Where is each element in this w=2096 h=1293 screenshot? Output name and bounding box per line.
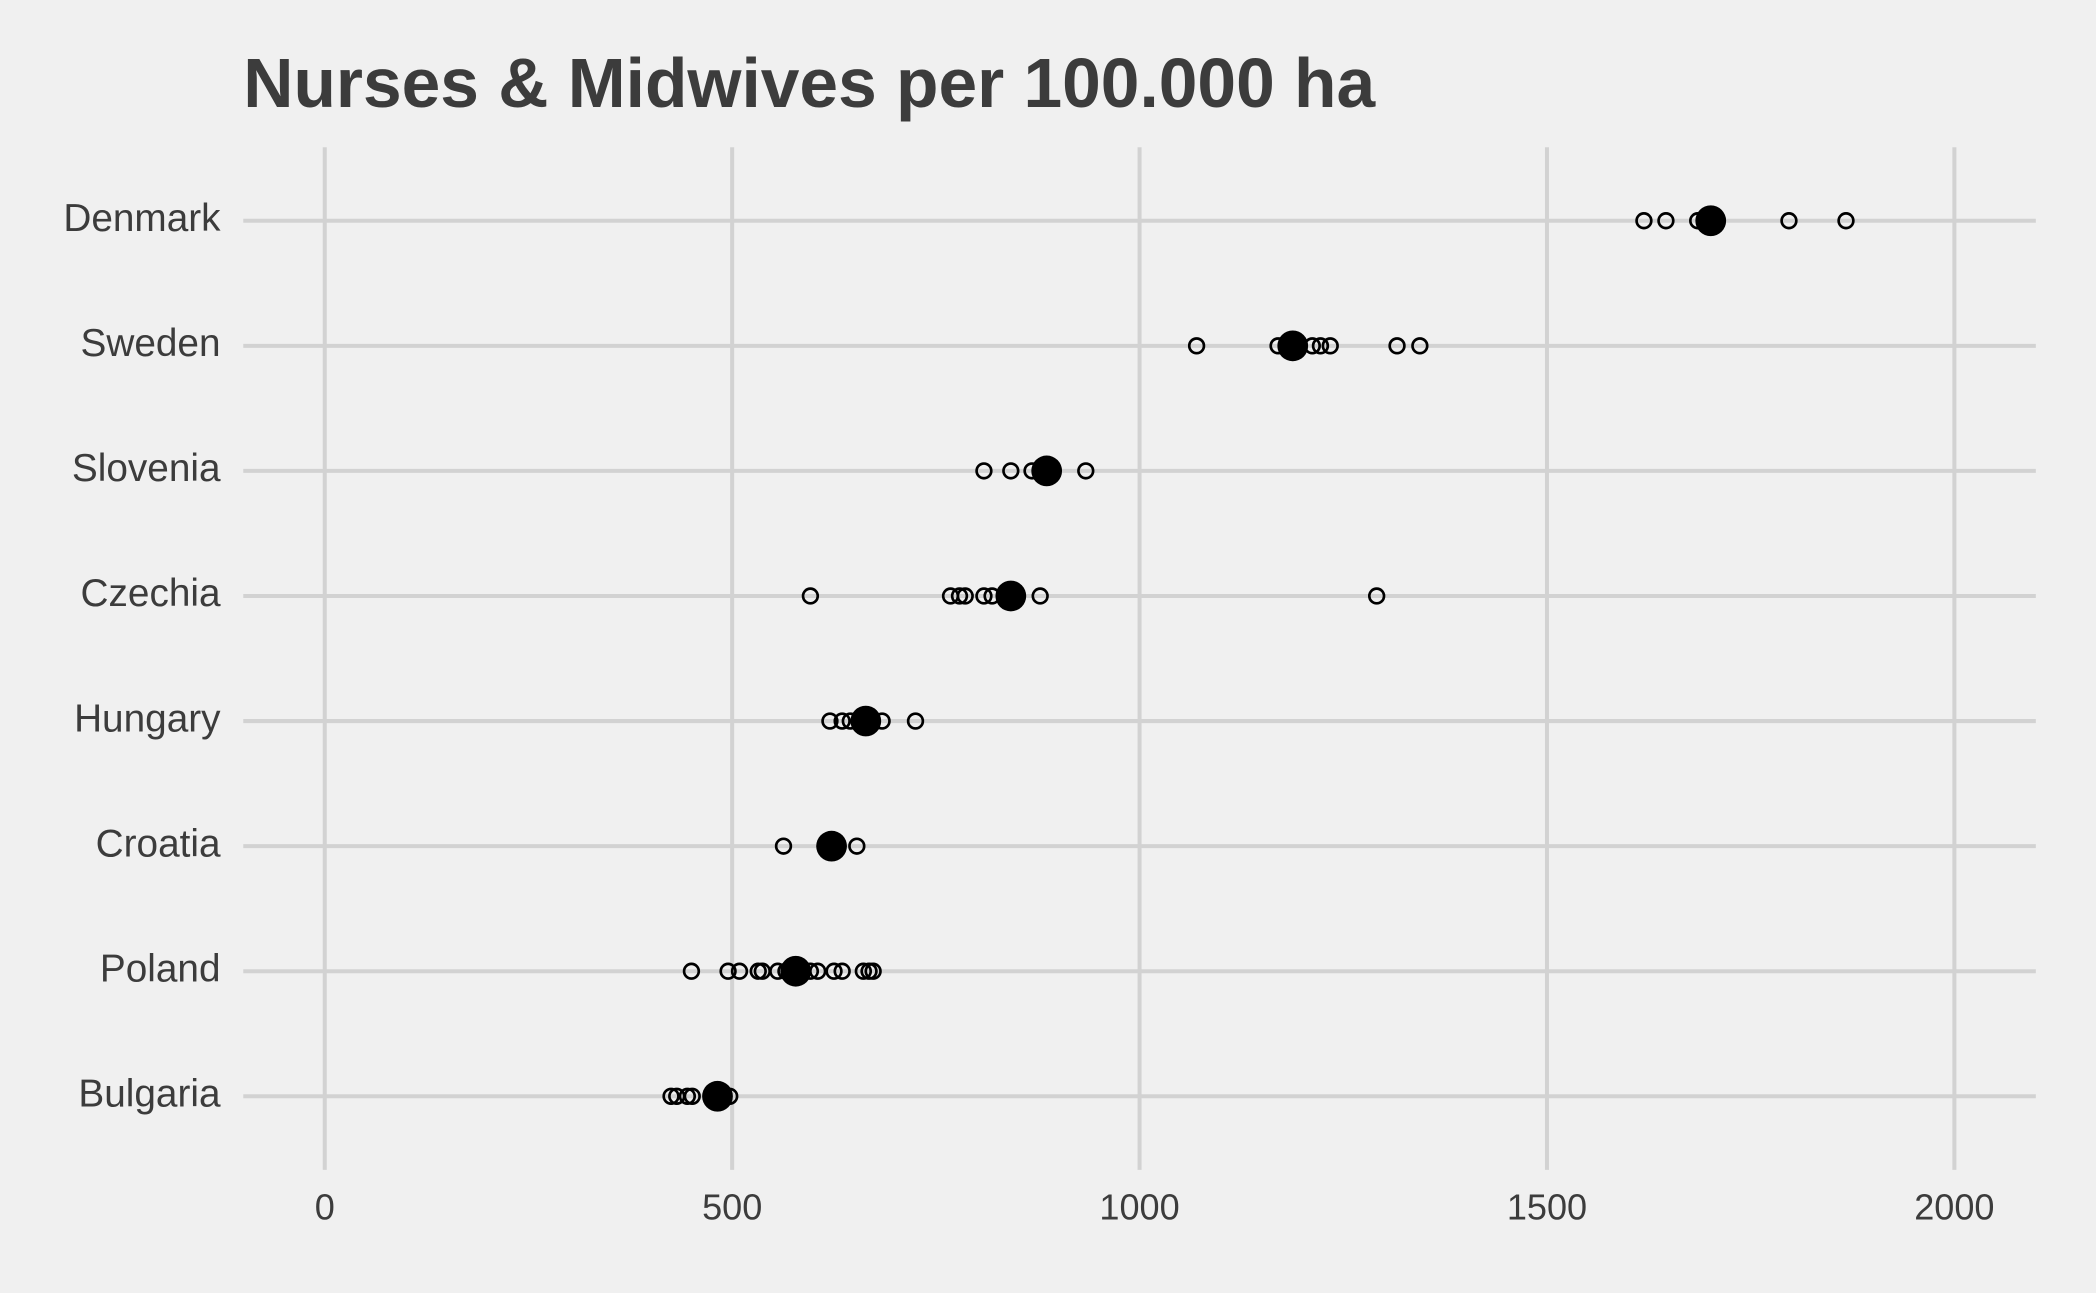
region-point xyxy=(833,712,851,730)
region-point xyxy=(1657,212,1675,230)
region-point xyxy=(719,962,737,980)
x-tick-label: 1500 xyxy=(1507,1186,1587,1227)
region-point xyxy=(801,587,820,605)
region-point xyxy=(1367,587,1386,605)
region-point xyxy=(1388,337,1406,355)
region-point xyxy=(730,962,749,980)
y-tick-label: Czechia xyxy=(81,572,221,615)
region-point xyxy=(906,712,925,730)
country-point xyxy=(1031,455,1063,487)
y-tick-label: Bulgaria xyxy=(78,1073,221,1116)
region-point xyxy=(825,962,843,980)
region-point xyxy=(1077,462,1095,480)
x-tick-label: 0 xyxy=(315,1186,335,1227)
country-point xyxy=(702,1080,733,1112)
region-point xyxy=(1002,462,1020,480)
country-point xyxy=(780,955,812,987)
region-point xyxy=(833,962,851,980)
region-point xyxy=(1837,212,1855,230)
region-point xyxy=(1635,212,1653,230)
chart-title: Nurses & Midwives per 100.000 ha xyxy=(243,44,1376,122)
y-tick-label: Denmark xyxy=(63,197,221,240)
region-point xyxy=(975,587,993,605)
country-point xyxy=(850,705,882,737)
region-point xyxy=(1411,337,1429,355)
y-tick-label: Slovenia xyxy=(72,447,221,490)
region-point xyxy=(1311,337,1330,355)
country-point xyxy=(1695,205,1727,237)
region-point xyxy=(678,1087,697,1105)
region-point xyxy=(864,962,882,980)
x-tick-label: 2000 xyxy=(1914,1186,1994,1227)
x-tick-label: 500 xyxy=(702,1186,762,1227)
country-point xyxy=(995,580,1027,612)
region-point xyxy=(683,1087,701,1105)
region-point xyxy=(821,712,839,730)
y-tick-label: Poland xyxy=(100,947,221,990)
region-point xyxy=(1780,212,1798,230)
country-point xyxy=(1277,330,1309,362)
x-tick-label: 1000 xyxy=(1099,1186,1179,1227)
region-point xyxy=(1031,587,1049,605)
region-point xyxy=(854,962,873,980)
region-point xyxy=(975,462,993,480)
region-point xyxy=(682,962,701,980)
y-tick-label: Hungary xyxy=(74,697,221,740)
y-tick-label: Sweden xyxy=(81,322,221,365)
country-point xyxy=(816,830,847,862)
region-point xyxy=(848,837,866,855)
region-point xyxy=(950,587,969,605)
region-point xyxy=(774,837,793,855)
region-point xyxy=(1321,337,1339,355)
region-point xyxy=(1187,337,1206,355)
region-point xyxy=(956,587,974,605)
region-point xyxy=(662,1087,680,1105)
y-tick-label: Croatia xyxy=(96,822,221,865)
